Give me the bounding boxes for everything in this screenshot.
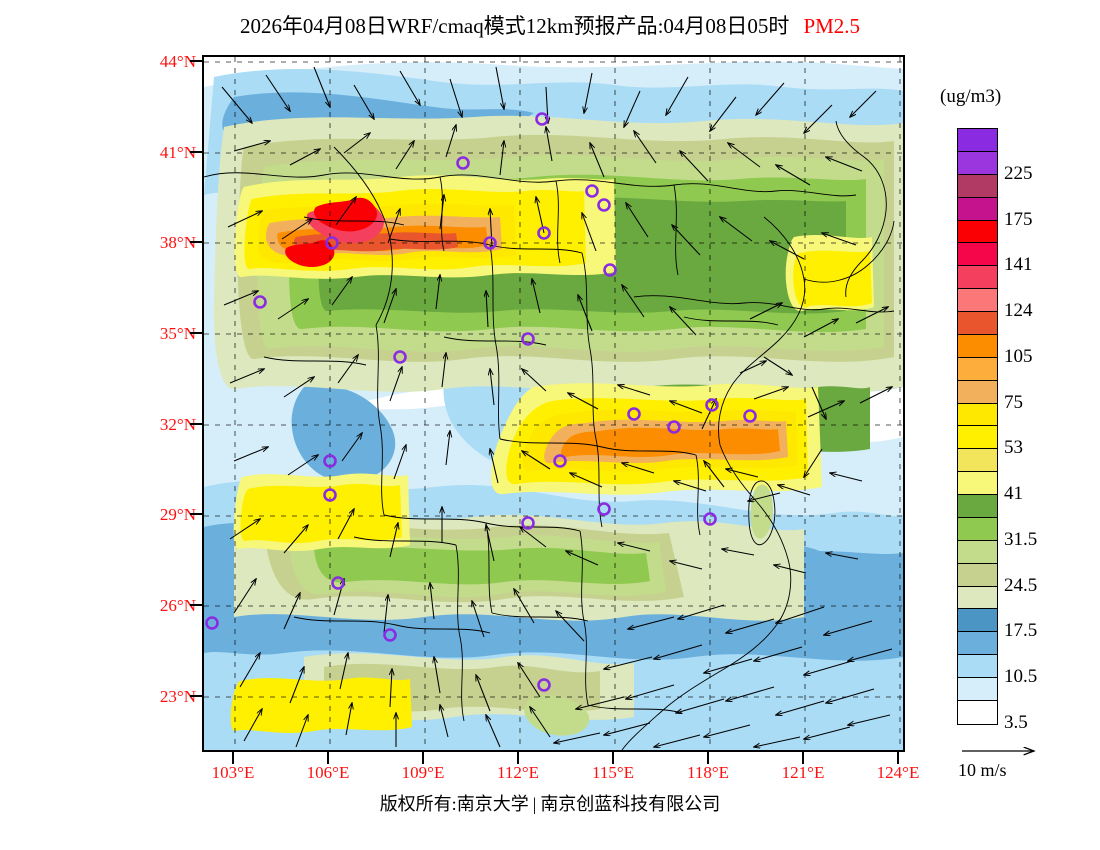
- x-tick-label: 118°E: [686, 763, 730, 782]
- wind-scale-key: 10 m/s: [958, 742, 1098, 788]
- colorbar-tick-label: 225: [1004, 162, 1033, 184]
- colorbar-band: [958, 197, 997, 221]
- colorbar-band: [958, 266, 997, 290]
- colorbar-band: [958, 403, 997, 427]
- y-tick-label: 26°N: [159, 596, 196, 615]
- colorbar-tick-label: 175: [1004, 208, 1033, 230]
- colorbar-band: [958, 129, 997, 152]
- colorbar-tick-label: 75: [1004, 391, 1023, 413]
- x-tick-label: 112°E: [496, 763, 540, 782]
- colorbar-band: [958, 312, 997, 335]
- footer-separator: |: [532, 794, 537, 814]
- colorbar-tick-label: 17.5: [1004, 620, 1038, 642]
- x-tick: [897, 752, 899, 764]
- y-tick: [190, 60, 202, 62]
- colorbar-band: [958, 380, 997, 404]
- y-tick-label: 44°N: [159, 52, 196, 71]
- y-tick-label: 29°N: [159, 505, 196, 524]
- colorbar-band: [958, 289, 997, 312]
- colorbar-tick-label: 41: [1004, 483, 1023, 505]
- y-tick-label: 32°N: [159, 415, 196, 434]
- y-tick: [190, 423, 202, 425]
- colorbar-band: [958, 220, 997, 244]
- x-tick-label: 103°E: [211, 763, 255, 782]
- pm25-concentration-field: [204, 57, 903, 750]
- x-tick-label: 121°E: [781, 763, 825, 782]
- colorbar-band: [958, 174, 997, 198]
- y-tick: [190, 513, 202, 515]
- colorbar-band: [958, 586, 997, 610]
- colorbar-units-label: (ug/m3): [940, 86, 1002, 107]
- colorbar-tick-label: 31.5: [1004, 528, 1038, 550]
- x-tick-label: 106°E: [306, 763, 350, 782]
- colorbar-band: [958, 563, 997, 587]
- colorbar[interactable]: [957, 128, 998, 725]
- colorbar-band: [958, 357, 997, 381]
- x-tick-label: 109°E: [401, 763, 445, 782]
- y-tick: [190, 604, 202, 606]
- x-tick-label: 115°E: [591, 763, 635, 782]
- colorbar-band: [958, 700, 997, 724]
- x-tick-label: 124°E: [876, 763, 920, 782]
- x-tick: [802, 752, 804, 764]
- colorbar-tick-label: 10.5: [1004, 666, 1038, 688]
- colorbar-band: [958, 243, 997, 267]
- colorbar-band: [958, 517, 997, 541]
- y-tick: [190, 151, 202, 153]
- y-tick-label: 35°N: [159, 324, 196, 343]
- wind-scale-label: 10 m/s: [958, 760, 1007, 780]
- title-text: 2026年04月08日WRF/cmaq模式12km预报产品:04月08日05时: [239, 14, 790, 38]
- wind-arrow-icon: [962, 742, 1098, 788]
- y-tick-label: 23°N: [159, 687, 196, 706]
- colorbar-tick-label: 105: [1004, 345, 1033, 367]
- colorbar-band: [958, 495, 997, 518]
- colorbar-band: [958, 655, 997, 678]
- colorbar-tick-label: 141: [1004, 254, 1033, 276]
- x-tick: [517, 752, 519, 764]
- colorbar-tick-label: 3.5: [1004, 712, 1028, 733]
- colorbar-band: [958, 426, 997, 450]
- page-title: 2026年04月08日WRF/cmaq模式12km预报产品:04月08日05时 P…: [0, 10, 1100, 40]
- x-tick: [422, 752, 424, 764]
- title-species-label: PM2.5: [803, 14, 861, 38]
- footer-left-text: 版权所有:南京大学: [379, 794, 529, 814]
- x-tick: [707, 752, 709, 764]
- y-tick: [190, 332, 202, 334]
- colorbar-tick-label: 124: [1004, 300, 1033, 322]
- colorbar-band: [958, 678, 997, 701]
- x-tick: [327, 752, 329, 764]
- y-tick: [190, 241, 202, 243]
- map-plot-area[interactable]: [202, 55, 905, 752]
- x-tick: [232, 752, 234, 764]
- colorbar-band: [958, 540, 997, 564]
- x-tick: [612, 752, 614, 764]
- colorbar-band: [958, 334, 997, 358]
- colorbar-band: [958, 632, 997, 656]
- footer-right-text: 南京创蓝科技有限公司: [540, 794, 721, 814]
- colorbar-band: [958, 151, 997, 175]
- y-tick-label: 38°N: [159, 233, 196, 252]
- y-tick-label: 41°N: [159, 143, 196, 162]
- colorbar-tick-label: 53: [1004, 437, 1023, 459]
- colorbar-band: [958, 449, 997, 473]
- copyright-footer: 版权所有:南京大学 | 南京创蓝科技有限公司: [0, 790, 1100, 816]
- y-tick: [190, 695, 202, 697]
- colorbar-band: [958, 609, 997, 633]
- colorbar-tick-label: 24.5: [1004, 574, 1038, 596]
- colorbar-band: [958, 472, 997, 495]
